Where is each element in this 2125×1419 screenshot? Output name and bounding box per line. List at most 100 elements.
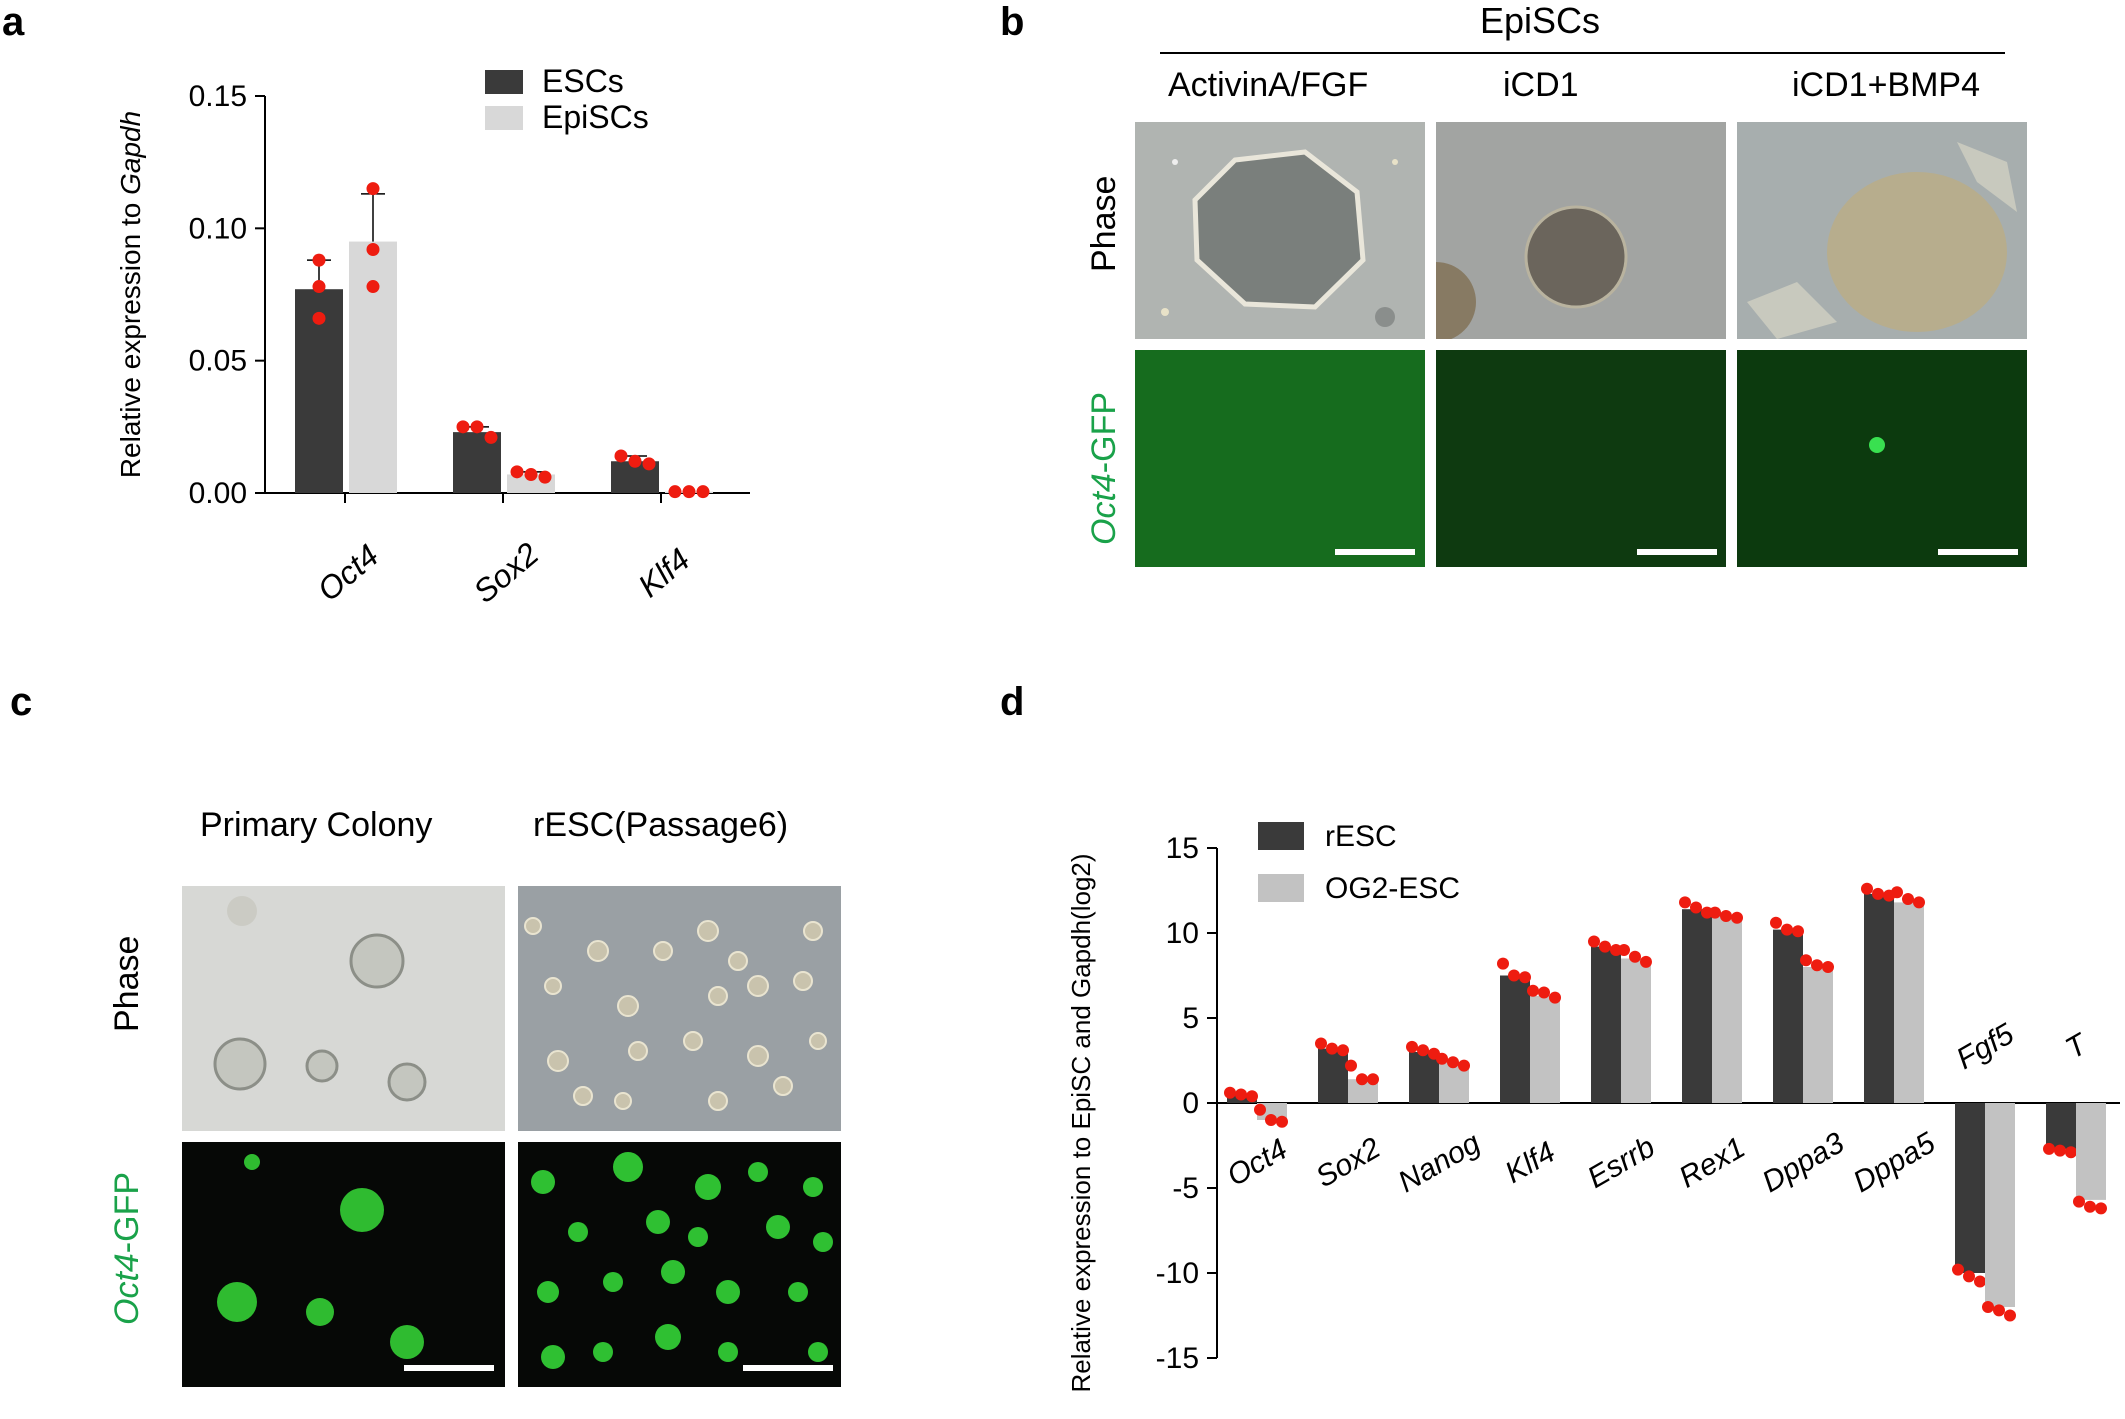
bar-og2-esc-dppa3 bbox=[1803, 967, 1833, 1103]
gfp-image-icd1 bbox=[1436, 350, 1726, 567]
legend-swatch-og2-esc bbox=[1258, 874, 1304, 902]
data-point bbox=[1618, 944, 1630, 956]
data-point bbox=[484, 430, 498, 444]
y-tick-label: 15 bbox=[1166, 832, 1199, 865]
data-point bbox=[1952, 1263, 1964, 1276]
data-point bbox=[682, 485, 696, 499]
phase-image-icd1 bbox=[1436, 122, 1726, 339]
bar-og2-esc-rex1 bbox=[1712, 916, 1742, 1103]
x-tick-label-klf4: Klf4 bbox=[1500, 1136, 1561, 1190]
bar-og2-esc-klf4 bbox=[1530, 995, 1560, 1103]
column-label-icd1-bmp4: iCD1+BMP4 bbox=[1792, 66, 1981, 104]
x-tick-label-sox2: Sox2 bbox=[1310, 1131, 1386, 1194]
bar-resc-fgf5 bbox=[1955, 1103, 1985, 1273]
legend-swatch-resc bbox=[1258, 822, 1304, 850]
data-point bbox=[1508, 969, 1520, 982]
data-point bbox=[1822, 961, 1834, 973]
row-label-suffix: -GFP bbox=[108, 1171, 146, 1254]
scale-bar bbox=[1637, 549, 1717, 555]
data-point bbox=[1770, 916, 1782, 929]
data-point bbox=[628, 454, 642, 468]
data-point bbox=[696, 485, 710, 499]
data-point bbox=[1527, 984, 1539, 997]
x-tick-label-nanog: Nanog bbox=[1393, 1126, 1486, 1199]
data-point bbox=[1640, 955, 1652, 968]
data-point bbox=[1913, 896, 1925, 909]
data-point bbox=[1800, 954, 1812, 967]
bar-resc-nanog bbox=[1409, 1052, 1439, 1103]
legend-label-episcs: EpiSCs bbox=[542, 99, 649, 135]
data-point bbox=[1861, 882, 1873, 895]
data-point bbox=[1792, 925, 1804, 938]
data-point bbox=[1811, 959, 1823, 972]
bar-og2-esc-fgf5 bbox=[1985, 1103, 2015, 1307]
scale-bar bbox=[743, 1365, 833, 1371]
x-tick-label-oct4: Oct4 bbox=[310, 537, 385, 608]
data-point bbox=[2073, 1195, 2085, 1208]
row-label-oct4-gfp-b: Oct4-GFP bbox=[1085, 392, 1124, 545]
x-tick-label-fgf5: Fgf5 bbox=[1951, 1017, 2020, 1076]
data-point bbox=[1872, 887, 1884, 900]
column-label-icd1: iCD1 bbox=[1503, 66, 1579, 104]
bar-og2-esc-sox2 bbox=[1348, 1079, 1378, 1103]
data-point bbox=[366, 243, 380, 257]
x-tick-label-sox2: Sox2 bbox=[466, 535, 545, 610]
data-point bbox=[1588, 935, 1600, 948]
x-tick-label-oct4: Oct4 bbox=[1222, 1133, 1293, 1193]
phase-image-resc bbox=[518, 886, 841, 1131]
gfp-image-activina-fgf bbox=[1135, 350, 1425, 567]
bar-resc-dppa3 bbox=[1773, 929, 1803, 1103]
y-tick-label: 0.10 bbox=[189, 212, 247, 245]
data-point bbox=[1345, 1059, 1357, 1072]
bar-resc-dppa5 bbox=[1864, 893, 1894, 1103]
bar-resc-rex1 bbox=[1682, 909, 1712, 1103]
data-point bbox=[1720, 910, 1732, 922]
row-label-phase-b: Phase bbox=[1085, 175, 1123, 272]
bar-resc-t bbox=[2046, 1103, 2076, 1149]
data-point bbox=[1891, 886, 1903, 899]
panel-letter-b: b bbox=[1000, 0, 1025, 44]
data-point bbox=[1549, 991, 1561, 1004]
legend-label-escs: ESCs bbox=[542, 63, 624, 99]
data-point bbox=[1709, 906, 1721, 919]
row-label-gene: Oct4 bbox=[1085, 473, 1123, 545]
row-label-phase-c: Phase bbox=[108, 935, 146, 1032]
y-tick-label: 0.05 bbox=[189, 345, 247, 378]
data-point bbox=[1224, 1086, 1236, 1099]
y-tick-label: 0.15 bbox=[189, 80, 247, 113]
data-point bbox=[1254, 1103, 1266, 1116]
data-point bbox=[1367, 1073, 1379, 1086]
column-label-primary-colony: Primary Colony bbox=[200, 806, 433, 844]
data-point bbox=[2054, 1144, 2066, 1157]
data-point bbox=[510, 465, 524, 479]
data-point bbox=[2084, 1200, 2096, 1213]
data-point bbox=[1246, 1090, 1258, 1103]
data-point bbox=[614, 449, 628, 463]
y-tick-label: 10 bbox=[1166, 917, 1199, 950]
legend-swatch-episcs bbox=[485, 106, 523, 130]
bar-episcs-oct4 bbox=[349, 241, 397, 493]
data-point bbox=[1326, 1042, 1338, 1055]
data-point bbox=[642, 457, 656, 471]
data-point bbox=[1356, 1073, 1368, 1086]
data-point bbox=[312, 280, 326, 294]
legend-swatch-escs bbox=[485, 70, 523, 94]
data-point bbox=[312, 311, 326, 325]
column-label-resc-passage6: rESC(Passage6) bbox=[533, 806, 789, 844]
bar-og2-esc-esrrb bbox=[1621, 958, 1651, 1103]
chart-a: 0.00 0.05 0.10 0.15 Relative expression to G… bbox=[115, 63, 750, 610]
data-point bbox=[470, 420, 484, 434]
data-point bbox=[1406, 1040, 1418, 1053]
data-point bbox=[456, 420, 470, 434]
data-point bbox=[1436, 1052, 1448, 1065]
data-point bbox=[1993, 1304, 2005, 1317]
row-label-gene: Oct4 bbox=[108, 1253, 146, 1325]
panel-letter-d: d bbox=[1000, 680, 1025, 724]
y-axis-label: Relative expression to Gapdh bbox=[115, 111, 146, 478]
x-tick-label-dppa3: Dppa3 bbox=[1757, 1126, 1850, 1199]
bar-resc-klf4 bbox=[1500, 975, 1530, 1103]
y-tick-label: 0.00 bbox=[189, 477, 247, 510]
data-point bbox=[1337, 1044, 1349, 1057]
gfp-image-primary-colony bbox=[182, 1142, 505, 1387]
data-point bbox=[1447, 1056, 1459, 1069]
